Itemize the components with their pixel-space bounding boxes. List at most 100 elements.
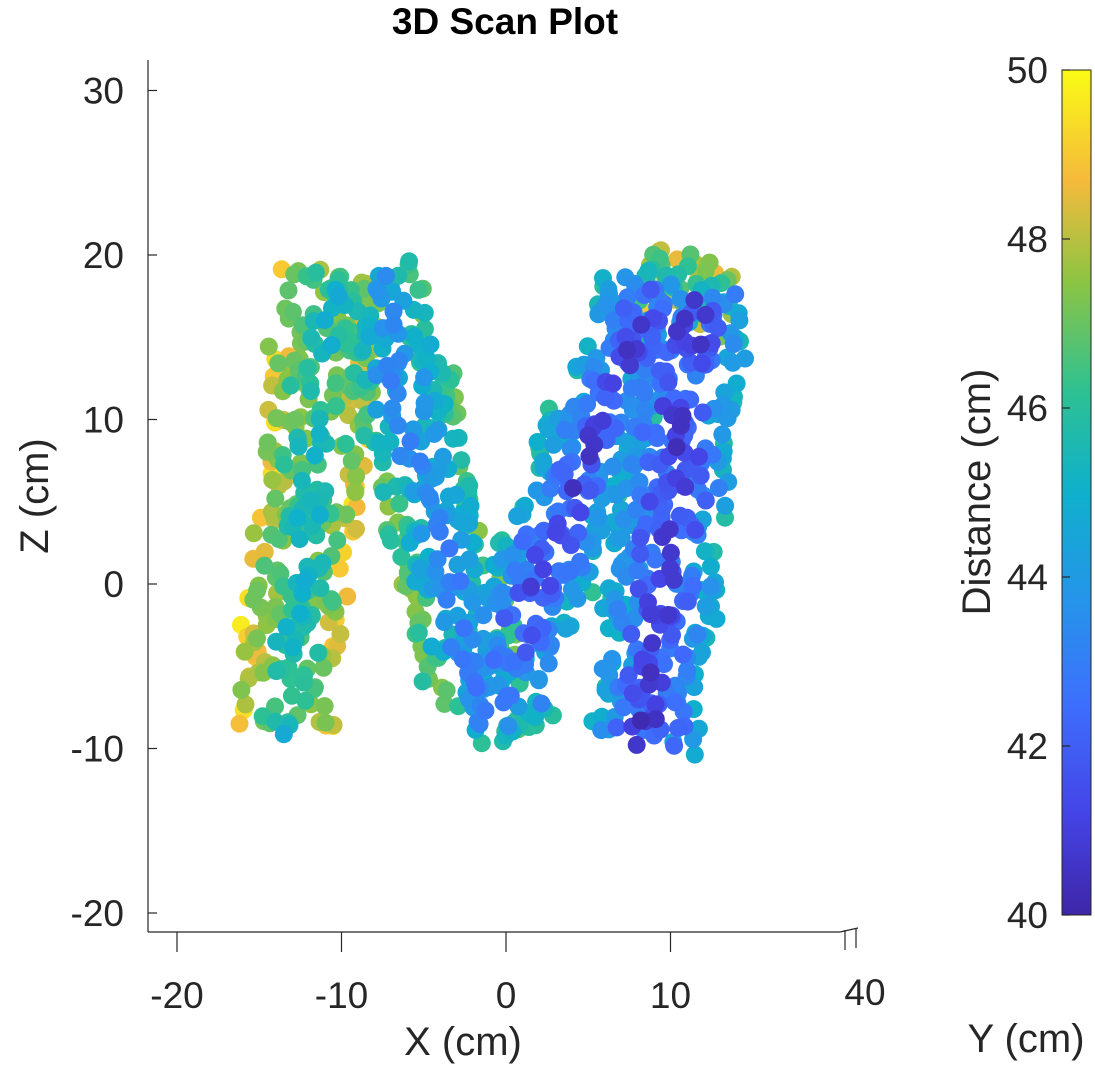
scan-point	[516, 643, 535, 662]
scan-point	[413, 672, 432, 691]
scan-point	[555, 465, 574, 484]
scan-point	[346, 483, 365, 502]
scan-point	[401, 432, 420, 451]
colorbar-tick-label: 42	[1007, 726, 1048, 767]
scan-point	[709, 479, 728, 497]
axes: 30 20 10 0 -10 -20 -20 -10 0 10 40	[71, 60, 886, 1016]
scan-point	[541, 576, 560, 595]
scan-point	[316, 713, 335, 732]
scan-point	[230, 714, 249, 733]
scan-point	[669, 719, 688, 737]
scan-point	[604, 374, 622, 393]
scan-point	[405, 327, 424, 346]
scan-point	[411, 559, 429, 578]
scan-point	[495, 609, 514, 628]
scan-point	[378, 356, 397, 375]
y-axis-line	[839, 927, 859, 933]
scan-point	[646, 550, 665, 569]
scan-point	[646, 423, 665, 442]
scan-point	[474, 606, 493, 625]
scan-point	[310, 409, 329, 428]
scan-point	[556, 619, 575, 638]
x-tick-label: -20	[150, 975, 203, 1016]
colorbar-ticks: 50 48 46 44 42 40	[1007, 50, 1070, 936]
scan-point	[329, 287, 348, 306]
scan-point	[526, 708, 545, 727]
scan-point	[454, 619, 473, 638]
scan-point	[555, 421, 574, 439]
scan-point	[695, 542, 714, 561]
scan-point	[696, 261, 715, 280]
scan-point	[593, 659, 612, 678]
scan-point	[640, 492, 659, 511]
scan-point	[686, 520, 705, 539]
scan-point	[368, 282, 387, 301]
scan-point	[336, 434, 355, 453]
colorbar-tick-label: 44	[1007, 557, 1048, 598]
scan-point	[508, 507, 527, 526]
scan-point	[621, 356, 639, 375]
scan-point	[255, 556, 274, 575]
scan-point	[298, 359, 317, 378]
scan-point	[282, 686, 301, 705]
scan-point	[723, 353, 742, 372]
scan-point	[564, 479, 582, 497]
scan-point	[629, 579, 648, 598]
scan-point	[388, 416, 407, 435]
scan-point	[667, 438, 686, 457]
scan-point	[322, 590, 341, 609]
scan-point	[367, 400, 386, 419]
scan-point	[608, 600, 627, 619]
scan-point	[425, 424, 444, 443]
scan-point	[322, 336, 341, 355]
scan-point	[277, 618, 296, 636]
scan-point	[354, 341, 372, 360]
scan-point	[578, 395, 597, 414]
scan-point	[529, 671, 548, 690]
scan-point	[311, 579, 330, 598]
scan-point	[281, 376, 300, 395]
scan-point	[691, 335, 710, 354]
scan-point	[360, 327, 379, 346]
scan-point	[283, 638, 302, 657]
scan-point	[659, 373, 678, 392]
scan-point	[670, 506, 689, 525]
scan-point	[503, 546, 522, 564]
scan-point	[409, 280, 428, 299]
scan-point	[592, 721, 611, 740]
scan-point	[415, 394, 434, 412]
scan-point	[631, 528, 650, 547]
scan-point	[630, 472, 649, 491]
scan-point	[290, 530, 309, 548]
scan-point	[631, 378, 650, 397]
scan-point	[522, 626, 541, 645]
colorbar-tick-label: 50	[1007, 50, 1048, 91]
scan-point	[703, 445, 722, 464]
scatter-points	[230, 241, 754, 764]
scan-point	[633, 423, 652, 442]
x-tick-label: -10	[315, 975, 368, 1016]
x-tick-label: 0	[496, 975, 517, 1016]
scan-point	[392, 547, 411, 566]
scan-point	[660, 520, 679, 539]
scan-point	[639, 261, 658, 280]
scan-point	[604, 311, 623, 330]
scan-point	[296, 691, 315, 710]
scan-point	[384, 302, 403, 321]
scan-point	[659, 606, 678, 624]
scan-point	[623, 684, 642, 703]
scan-point	[690, 447, 708, 466]
scan-point	[326, 374, 345, 393]
scan-point	[534, 560, 553, 579]
scan-point	[539, 654, 558, 673]
scan-point	[310, 505, 329, 524]
scan-point	[506, 561, 525, 580]
scan-point	[618, 341, 636, 359]
scan-point	[412, 524, 431, 543]
scan-point	[460, 514, 479, 533]
z-tick-label: 0	[103, 564, 124, 605]
scan-point	[589, 508, 608, 527]
scan-point	[305, 446, 324, 465]
scan-point	[283, 302, 302, 321]
scan-point	[696, 306, 715, 324]
